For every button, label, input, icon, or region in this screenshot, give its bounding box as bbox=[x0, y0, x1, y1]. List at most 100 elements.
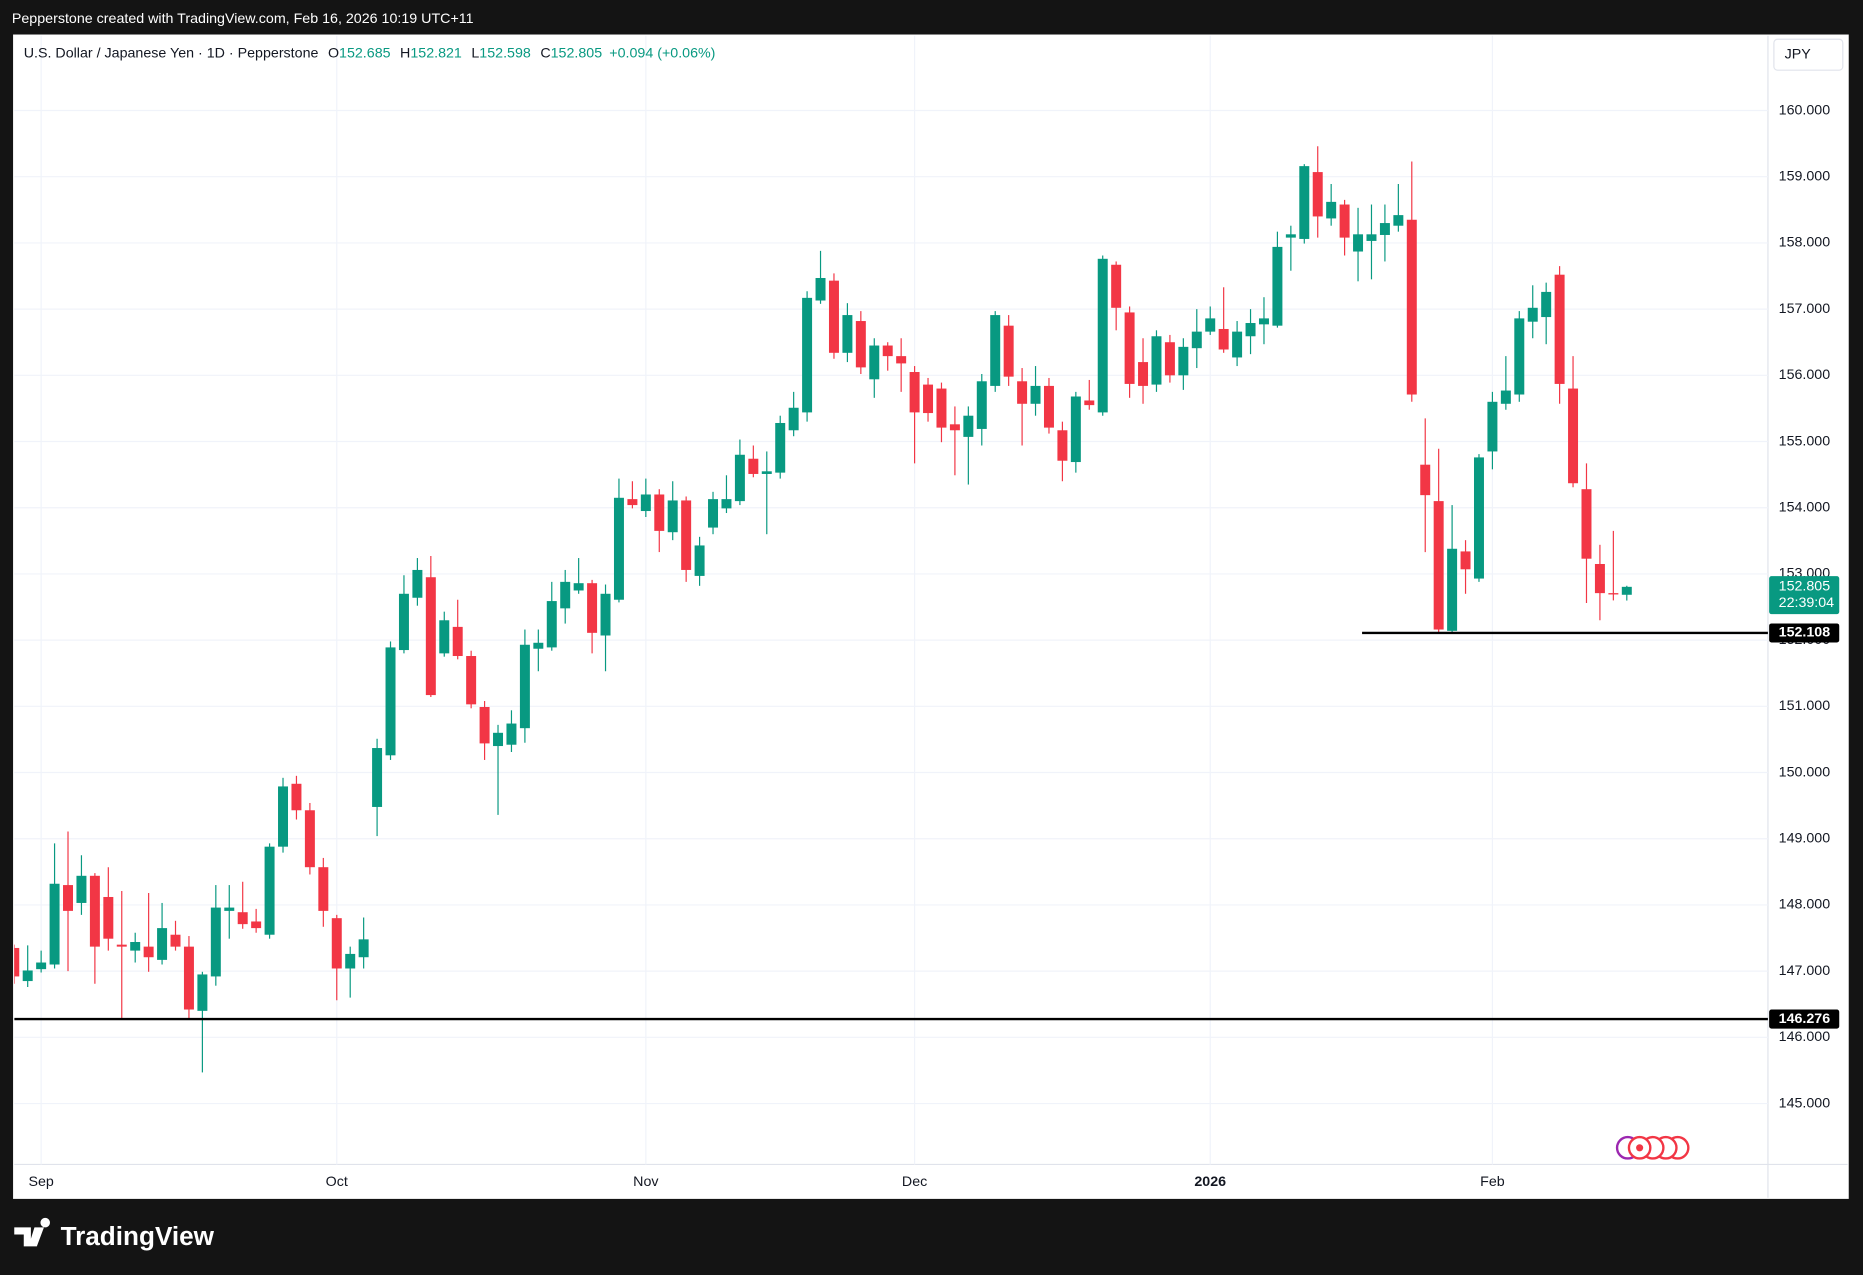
x-tick-label: Feb bbox=[1480, 1174, 1505, 1190]
candle-body bbox=[936, 388, 947, 428]
candle-body bbox=[345, 953, 356, 969]
candle-body bbox=[1433, 501, 1444, 630]
candle-body bbox=[573, 583, 584, 591]
y-tick-label: 156.000 bbox=[1779, 367, 1831, 383]
level-price-box bbox=[1769, 1009, 1840, 1029]
y-tick-label: 146.000 bbox=[1779, 1029, 1831, 1045]
legend-ohlc-key: O bbox=[328, 45, 339, 61]
candle-body bbox=[1460, 551, 1471, 570]
y-tick-label: 148.000 bbox=[1779, 897, 1831, 913]
candle-body bbox=[882, 345, 893, 357]
candle-body bbox=[1272, 246, 1283, 326]
candle-body bbox=[1057, 430, 1068, 461]
candle-body bbox=[143, 946, 154, 958]
candle-body bbox=[331, 918, 342, 969]
candle-body bbox=[560, 581, 571, 609]
candle-body bbox=[76, 875, 87, 903]
candle-body bbox=[1366, 234, 1377, 241]
candle-body bbox=[949, 424, 960, 431]
y-tick-label: 157.000 bbox=[1779, 301, 1831, 317]
candle-body bbox=[1326, 201, 1337, 219]
candle-body bbox=[157, 928, 168, 960]
last-price-label: 152.805 bbox=[1779, 579, 1831, 595]
candle-body bbox=[1299, 166, 1310, 239]
x-tick-label: Dec bbox=[902, 1174, 927, 1190]
y-tick-label: 147.000 bbox=[1779, 963, 1831, 979]
candle-body bbox=[976, 381, 987, 429]
candle-body bbox=[479, 706, 490, 744]
candle-body bbox=[828, 280, 839, 353]
candle-body bbox=[197, 974, 208, 1011]
candle-body bbox=[439, 620, 450, 654]
candle-body bbox=[815, 278, 826, 301]
candle-body bbox=[224, 907, 235, 911]
candle-body bbox=[1447, 548, 1458, 631]
candle-body bbox=[210, 907, 221, 977]
candle-body bbox=[533, 642, 544, 649]
candle-body bbox=[412, 569, 423, 598]
candle-body bbox=[842, 315, 853, 353]
candle-body bbox=[466, 656, 477, 705]
candle-body bbox=[1003, 325, 1014, 377]
candle-body bbox=[318, 867, 329, 911]
candle-body bbox=[1205, 318, 1216, 332]
candle-body bbox=[1043, 385, 1054, 428]
candle-body bbox=[802, 297, 813, 413]
candle-body bbox=[681, 500, 692, 570]
currency-label: JPY bbox=[1785, 46, 1812, 62]
candle-body bbox=[103, 896, 114, 939]
candle-body bbox=[1151, 336, 1162, 385]
legend-title: U.S. Dollar / Japanese Yen · 1D · Pepper… bbox=[24, 45, 319, 61]
candle-body bbox=[1527, 307, 1538, 322]
chart-panel bbox=[13, 34, 1849, 1199]
candle-body bbox=[1245, 323, 1256, 337]
candle-body bbox=[600, 593, 611, 636]
candle-body bbox=[264, 846, 275, 935]
candle-body bbox=[1017, 381, 1028, 404]
x-tick-label: Sep bbox=[28, 1174, 53, 1190]
candle-body bbox=[1393, 215, 1404, 226]
y-tick-label: 158.000 bbox=[1779, 235, 1831, 251]
candle-body bbox=[1500, 390, 1511, 404]
candle-body bbox=[291, 783, 302, 811]
candle-body bbox=[63, 885, 73, 911]
candle-body bbox=[506, 723, 517, 745]
candle-body bbox=[734, 454, 745, 502]
footer-brand: TradingView bbox=[61, 1221, 215, 1251]
candle-body bbox=[1178, 346, 1189, 376]
legend-change: +0.094 (+0.06%) bbox=[609, 45, 715, 61]
candle-body bbox=[398, 593, 409, 651]
legend-ohlc-value: 152.805 bbox=[551, 45, 603, 61]
candle-body bbox=[358, 939, 369, 958]
candle-body bbox=[627, 499, 638, 506]
candle-body bbox=[708, 499, 719, 528]
level-price-label: 146.276 bbox=[1779, 1011, 1831, 1027]
currency-button[interactable] bbox=[1773, 38, 1844, 71]
legend-ohlc-value: 152.821 bbox=[410, 45, 462, 61]
bar-countdown: 22:39:04 bbox=[1779, 595, 1835, 611]
candle-body bbox=[1312, 172, 1323, 217]
candle-body bbox=[1070, 396, 1081, 463]
event-icons bbox=[1615, 1135, 1690, 1160]
candle-body bbox=[14, 947, 20, 977]
candle-body bbox=[869, 345, 880, 380]
candle-body bbox=[1514, 318, 1525, 395]
y-tick-label: 145.000 bbox=[1779, 1095, 1831, 1111]
candle-body bbox=[587, 583, 598, 633]
plot-area bbox=[14, 146, 1768, 1073]
footer-logo: TradingView bbox=[14, 1217, 215, 1251]
y-tick-label: 151.000 bbox=[1779, 698, 1831, 714]
candle-body bbox=[1554, 274, 1565, 384]
candle-body bbox=[49, 883, 60, 965]
candle-body bbox=[304, 810, 315, 868]
candle-body bbox=[761, 471, 772, 474]
candle-body bbox=[1285, 234, 1296, 238]
candle-body bbox=[694, 545, 705, 576]
candle-body bbox=[640, 494, 651, 512]
legend: U.S. Dollar / Japanese Yen · 1D · Pepper… bbox=[24, 45, 716, 61]
x-tick-label: Nov bbox=[633, 1174, 659, 1190]
candle-body bbox=[170, 934, 181, 947]
candle-body bbox=[775, 422, 786, 473]
y-tick-label: 150.000 bbox=[1779, 764, 1831, 780]
